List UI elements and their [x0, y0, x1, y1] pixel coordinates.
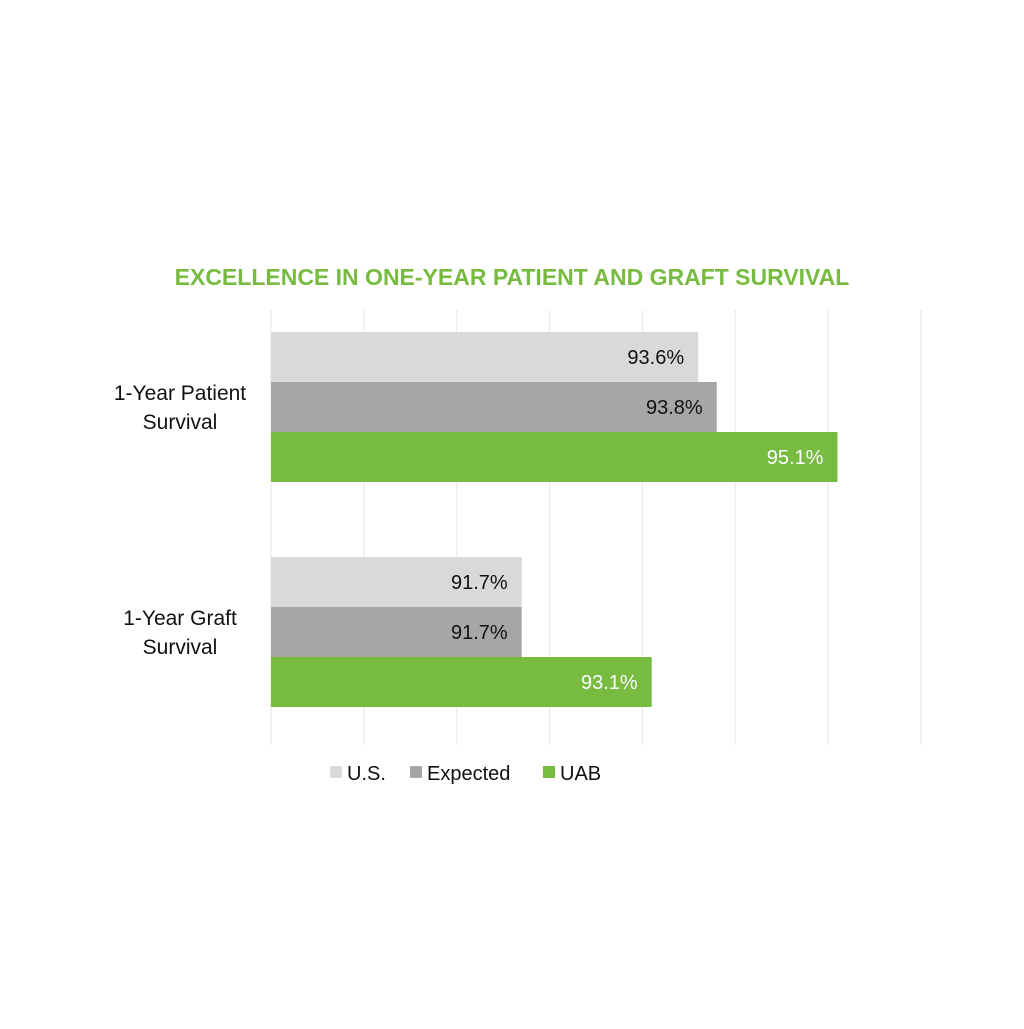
data-label: 91.7% — [451, 572, 508, 594]
bar — [271, 332, 699, 382]
category-labels: 1-Year Patient Survival 1-Year Graft Surviv… — [114, 382, 246, 659]
data-label: 95.1% — [767, 447, 824, 469]
bar — [271, 657, 652, 707]
data-label: 93.8% — [646, 397, 703, 419]
bar — [271, 607, 522, 657]
data-label: 91.7% — [451, 622, 508, 644]
bars-layer: 93.6% 93.8% 95.1% 91.7% 91.7% 93.1% — [271, 332, 838, 707]
legend-swatch — [543, 766, 555, 778]
legend-label: UAB — [560, 763, 601, 785]
legend-label: Expected — [427, 763, 510, 785]
category-label: 1-Year Graft Survival — [123, 607, 237, 659]
legend: U.S. Expected UAB — [330, 763, 601, 785]
legend-label: U.S. — [347, 763, 386, 785]
data-label: 93.1% — [581, 672, 638, 694]
category-label: 1-Year Patient Survival — [114, 382, 246, 434]
legend-swatch — [410, 766, 422, 778]
legend-swatch — [330, 766, 342, 778]
bar — [271, 432, 838, 482]
data-label: 93.6% — [627, 347, 684, 369]
chart-title: EXCELLENCE IN ONE-YEAR PATIENT AND GRAFT… — [175, 264, 850, 290]
bar — [271, 382, 717, 432]
bar — [271, 557, 522, 607]
